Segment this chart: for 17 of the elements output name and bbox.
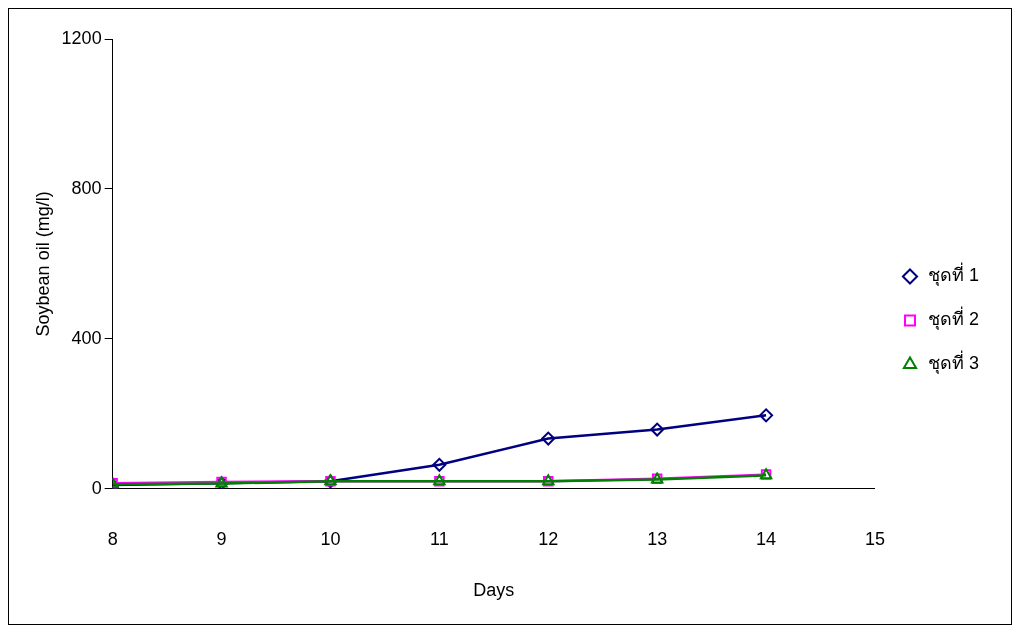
y-tick-label: 800 (71, 177, 102, 198)
y-tick-label: 1200 (61, 27, 102, 48)
x-tick-label: 15 (864, 528, 885, 549)
y-tick-label: 400 (71, 327, 102, 348)
legend-label: ชุดที่ 2 (927, 306, 979, 331)
x-tick-label: 10 (320, 528, 341, 549)
y-axis-title: Soybean oil (mg/l) (32, 191, 53, 337)
x-axis-title: Days (473, 580, 515, 601)
y-tick-label: 0 (91, 477, 102, 498)
x-tick-label: 11 (430, 528, 449, 549)
x-tick-label: 12 (538, 528, 559, 549)
x-tick-label: 8 (107, 528, 118, 549)
x-tick-label: 13 (647, 528, 668, 549)
legend-label: ชุดที่ 3 (927, 350, 979, 375)
x-tick-label: 9 (216, 528, 227, 549)
x-tick-label: 14 (756, 528, 777, 549)
legend-label: ชุดที่ 1 (927, 262, 979, 287)
